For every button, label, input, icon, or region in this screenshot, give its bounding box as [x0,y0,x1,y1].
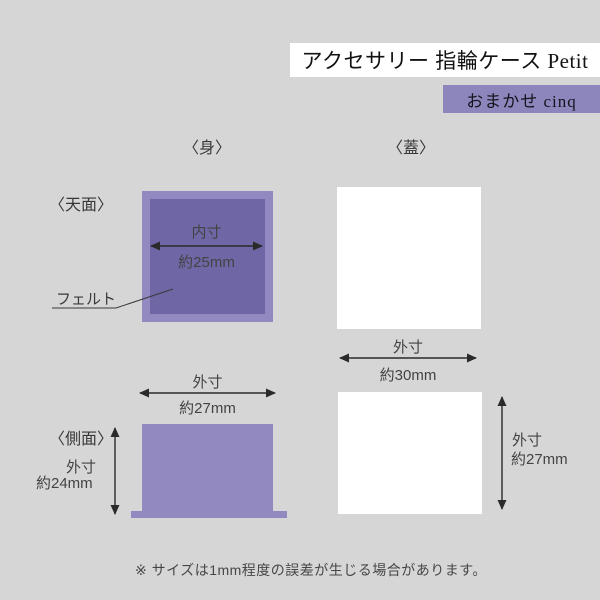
brand-tag: おまかせ cinq [443,85,600,113]
lid-top-view [337,187,481,329]
body-inner-dim-value: 約25mm [178,254,235,271]
brand-tag-label: おまかせ cinq [466,91,577,111]
lid-outer-dim-label: 外寸 [392,339,423,356]
size-tolerance-note: ※ サイズは1mm程度の誤差が生じる場合があります。 [135,562,487,578]
column-label-lid: 〈蓋〉 [386,140,435,157]
body-height-value: 約24mm [36,475,93,492]
body-height-label: 外寸 [66,459,97,476]
section-label-side-face: 〈側面〉 [49,431,114,448]
section-label-top-face: 〈天面〉 [49,197,114,214]
body-side-view-case [142,424,273,518]
felt-label: フェルト [56,291,117,308]
body-side-view-base-lip [131,511,287,518]
lid-outer-dim-value: 約30mm [379,367,437,384]
column-label-body: 〈身〉 [182,140,231,157]
product-title: アクセサリー 指輪ケース Petit [301,49,589,73]
body-width-value: 約27mm [179,400,236,417]
body-inner-dim-label: 内寸 [191,224,222,241]
lid-height-value: 約27mm [511,451,568,468]
lid-side-view [338,392,482,514]
product-title-box: アクセサリー 指輪ケース Petit [290,43,600,77]
body-width-label: 外寸 [192,374,223,391]
lid-height-label: 外寸 [512,432,543,449]
